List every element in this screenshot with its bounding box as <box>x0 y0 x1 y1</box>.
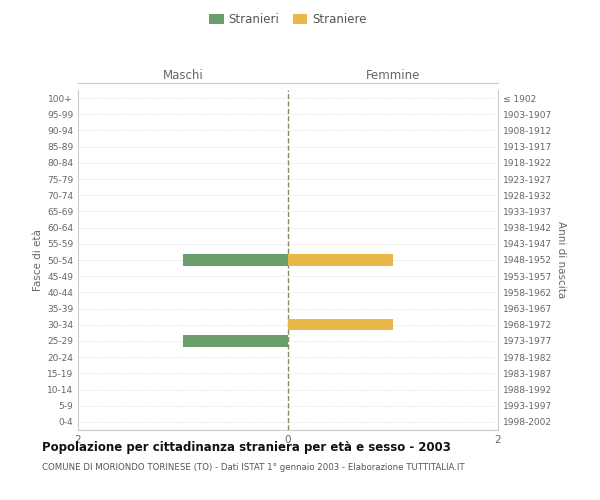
Bar <box>288 254 393 266</box>
Y-axis label: Fasce di età: Fasce di età <box>33 229 43 291</box>
Legend: Stranieri, Straniere: Stranieri, Straniere <box>205 8 371 31</box>
Text: Popolazione per cittadinanza straniera per età e sesso - 2003: Popolazione per cittadinanza straniera p… <box>42 441 451 454</box>
Text: COMUNE DI MORIONDO TORINESE (TO) - Dati ISTAT 1° gennaio 2003 - Elaborazione TUT: COMUNE DI MORIONDO TORINESE (TO) - Dati … <box>42 462 464 471</box>
Y-axis label: Anni di nascita: Anni di nascita <box>556 222 566 298</box>
Bar <box>183 336 288 346</box>
Text: Maschi: Maschi <box>163 69 203 82</box>
Text: Femmine: Femmine <box>366 69 420 82</box>
Bar <box>288 319 393 330</box>
Bar <box>183 254 288 266</box>
